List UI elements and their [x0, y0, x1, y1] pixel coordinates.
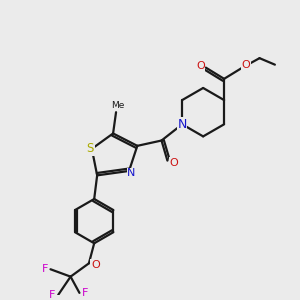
Text: O: O — [242, 60, 250, 70]
Text: F: F — [41, 264, 48, 274]
Text: O: O — [91, 260, 100, 270]
Text: O: O — [169, 158, 178, 168]
Text: S: S — [87, 142, 94, 155]
Text: Me: Me — [111, 101, 124, 110]
Text: F: F — [82, 288, 88, 298]
Text: N: N — [127, 168, 136, 178]
Text: O: O — [196, 61, 205, 71]
Text: N: N — [178, 118, 187, 131]
Text: F: F — [49, 290, 56, 300]
